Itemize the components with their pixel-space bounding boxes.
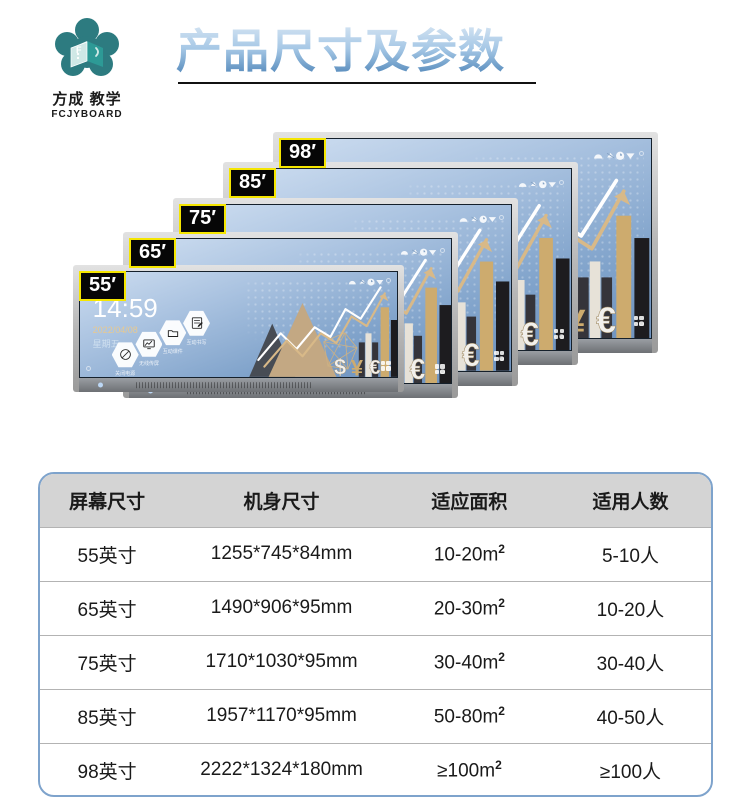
svg-text:€: € <box>409 353 425 383</box>
svg-text:¥: ¥ <box>351 356 364 377</box>
svg-text:€: € <box>521 316 539 350</box>
svg-text:€: € <box>596 300 616 338</box>
svg-text:€: € <box>462 337 480 371</box>
svg-text:$: $ <box>334 355 346 377</box>
svg-text:€: € <box>369 356 381 377</box>
